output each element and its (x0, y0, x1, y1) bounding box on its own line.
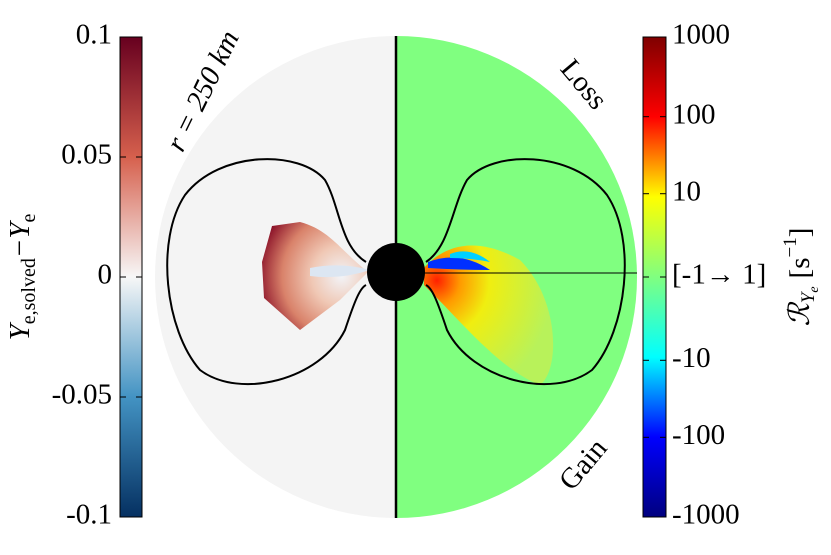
label-part: Y (798, 290, 819, 303)
label-part: ] (784, 228, 816, 238)
tick-label: -0.05 (52, 379, 112, 411)
disk (155, 36, 637, 518)
label-part: −1 (780, 237, 801, 257)
label-part: −Y (4, 220, 36, 259)
label-part: ℛ (784, 301, 816, 326)
tick-label: 1000 (672, 19, 730, 51)
label-part: e,solved (18, 258, 40, 324)
tick-label: -1000 (672, 499, 740, 531)
tick-label: -100 (672, 419, 725, 451)
tick-label: 0.1 (76, 19, 112, 51)
tick-label: 0 (98, 259, 113, 291)
tick-label: 10 (672, 175, 701, 207)
tick-label: [-1→ 1] (672, 259, 766, 291)
tick-label: 100 (672, 98, 716, 130)
tick-label: -0.1 (66, 499, 112, 531)
colorbar-label: ℛYe [s−1] (780, 228, 822, 327)
colorbar-label: Ye,solved−Ye (4, 213, 40, 340)
label-part: e (807, 286, 822, 292)
tick-label: 0.05 (61, 139, 112, 171)
label-part: Y (4, 321, 36, 340)
label-part: e (18, 213, 40, 222)
label-part: [s (784, 258, 816, 279)
tick-label: -10 (672, 342, 711, 374)
